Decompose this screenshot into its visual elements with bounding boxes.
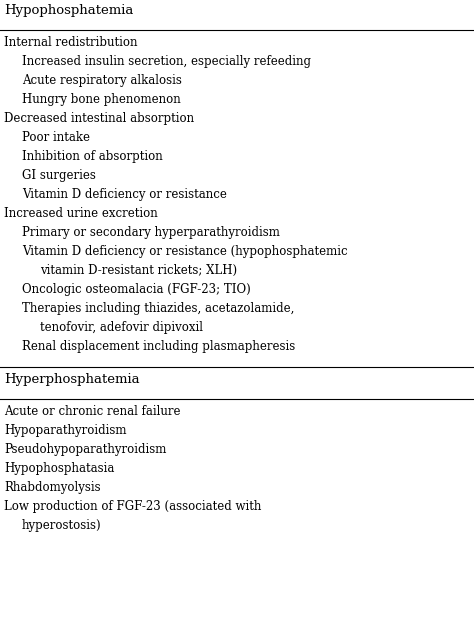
Text: Vitamin D deficiency or resistance (hypophosphatemic: Vitamin D deficiency or resistance (hypo… xyxy=(22,245,347,258)
Text: Pseudohypoparathyroidism: Pseudohypoparathyroidism xyxy=(4,443,166,456)
Text: Vitamin D deficiency or resistance: Vitamin D deficiency or resistance xyxy=(22,188,227,201)
Text: Acute or chronic renal failure: Acute or chronic renal failure xyxy=(4,405,181,418)
Text: Low production of FGF-23 (associated with: Low production of FGF-23 (associated wit… xyxy=(4,500,261,513)
Text: Inhibition of absorption: Inhibition of absorption xyxy=(22,150,163,163)
Text: Hypophosphatemia: Hypophosphatemia xyxy=(4,4,133,17)
Text: Poor intake: Poor intake xyxy=(22,131,90,144)
Text: tenofovir, adefovir dipivoxil: tenofovir, adefovir dipivoxil xyxy=(40,321,203,334)
Text: Therapies including thiazides, acetazolamide,: Therapies including thiazides, acetazola… xyxy=(22,302,294,315)
Text: Internal redistribution: Internal redistribution xyxy=(4,36,137,49)
Text: Hypoparathyroidism: Hypoparathyroidism xyxy=(4,424,127,437)
Text: Renal displacement including plasmapheresis: Renal displacement including plasmaphere… xyxy=(22,340,295,353)
Text: hyperostosis): hyperostosis) xyxy=(22,519,101,532)
Text: Decreased intestinal absorption: Decreased intestinal absorption xyxy=(4,112,194,125)
Text: Rhabdomyolysis: Rhabdomyolysis xyxy=(4,481,100,494)
Text: Acute respiratory alkalosis: Acute respiratory alkalosis xyxy=(22,74,182,87)
Text: Increased insulin secretion, especially refeeding: Increased insulin secretion, especially … xyxy=(22,55,311,68)
Text: Hungry bone phenomenon: Hungry bone phenomenon xyxy=(22,93,181,106)
Text: GI surgeries: GI surgeries xyxy=(22,169,96,182)
Text: Hyperphosphatemia: Hyperphosphatemia xyxy=(4,373,140,386)
Text: Primary or secondary hyperparathyroidism: Primary or secondary hyperparathyroidism xyxy=(22,226,280,239)
Text: Increased urine excretion: Increased urine excretion xyxy=(4,207,158,220)
Text: Hypophosphatasia: Hypophosphatasia xyxy=(4,462,114,475)
Text: vitamin D-resistant rickets; XLH): vitamin D-resistant rickets; XLH) xyxy=(40,264,237,277)
Text: Oncologic osteomalacia (FGF-23; TIO): Oncologic osteomalacia (FGF-23; TIO) xyxy=(22,283,251,296)
